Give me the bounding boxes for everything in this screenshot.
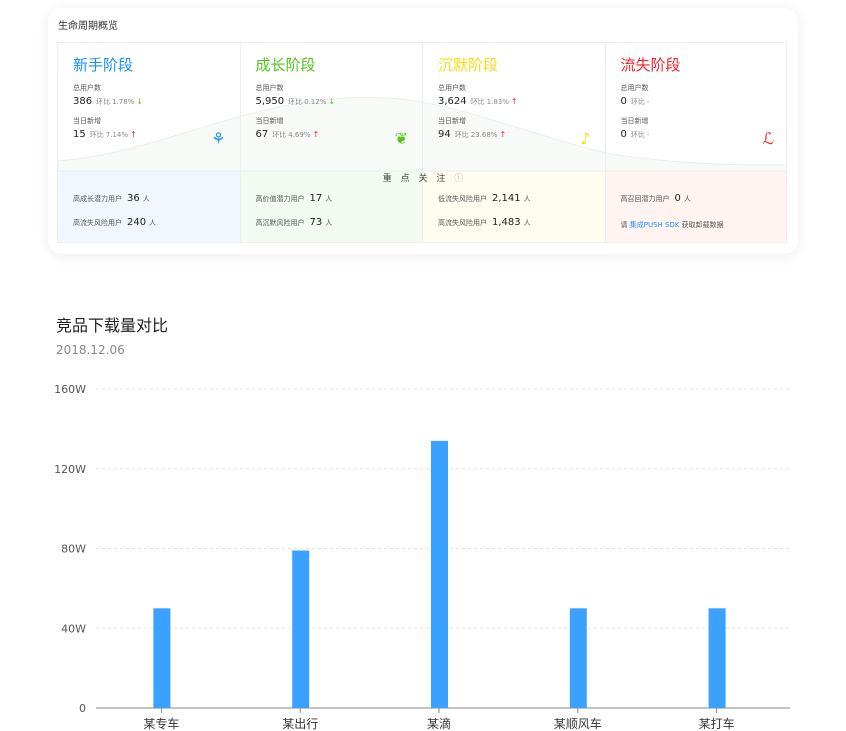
total-users-label: 总用户数: [73, 84, 101, 92]
y-tick-label: 160W: [54, 383, 86, 396]
y-tick-label: 0: [79, 702, 86, 715]
info-icon[interactable]: ⓘ: [454, 174, 464, 184]
new-users-label: 当日新增: [620, 117, 649, 125]
stage-column: 沉默阶段 总用户数 3,624 环比 1.83% ↑ 当日新增 94 环比 23.68% ↑…: [423, 43, 606, 242]
arrow-down-icon: ↓: [136, 97, 144, 106]
focus-row: 高沉默风险用户 73 人: [255, 217, 333, 228]
integrate-sdk-link[interactable]: 集成PUSH SDK: [629, 221, 680, 229]
focus-row: 高成长潜力用户 36 人: [73, 193, 150, 204]
lifecycle-overview-card: 生命周期概览 新手阶段 总用户数 386 环比 1.78% ↓ 当日新增 15 环比 7.…: [48, 8, 798, 254]
focus-row: 高价值潜力用户 17 人: [255, 193, 333, 204]
y-tick-label: 120W: [54, 463, 86, 476]
arrow-up-icon: ↑: [312, 130, 320, 139]
new-users-label: 当日新增: [438, 117, 466, 125]
x-tick-label: 某出行: [282, 717, 318, 731]
total-users: 386 环比 1.78% ↓: [73, 96, 144, 107]
new-users: 94 环比 23.68% ↑: [438, 129, 507, 140]
bar[interactable]: [708, 608, 726, 708]
x-tick-label: 某滴: [427, 716, 451, 731]
focus-label[interactable]: 重 点 关 注 ⓘ: [382, 174, 464, 184]
focus-row: 高召回潜力用户 0 人: [620, 193, 691, 204]
y-tick-label: 80W: [61, 543, 86, 556]
y-tick-label: 40W: [61, 622, 86, 635]
stage-column: 成长阶段 总用户数 5,950 环比 0.12% ↓ 当日新增 67 环比 4.69% ↑ …: [241, 43, 423, 242]
dead-plant-icon: ℒ: [762, 129, 774, 148]
x-tick-label: 某顺风车: [554, 716, 602, 731]
bar[interactable]: [569, 608, 587, 708]
total-users: 3,624 环比 1.83% ↑: [438, 96, 518, 107]
focus-row: 高流失风险用户 1,483 人: [438, 217, 531, 228]
card-title: 生命周期概览: [58, 21, 118, 32]
total-users: 0 环比 -: [620, 96, 650, 107]
new-users-label: 当日新增: [73, 117, 101, 125]
arrow-up-icon: ↑: [499, 130, 507, 139]
new-users: 0 环比 -: [620, 129, 650, 140]
chart-subtitle: 2018.12.06: [56, 343, 125, 357]
focus-row: 低流失风险用户 2,141 人: [438, 193, 531, 204]
stage-name: 流失阶段: [620, 56, 681, 74]
bar-chart: 0 40W 80W 120W 160W 某专车 某出行 某滴 某顺风车 某打车: [54, 383, 790, 731]
sprout-icon: ⚘: [211, 129, 226, 148]
stage-column: 新手阶段 总用户数 386 环比 1.78% ↓ 当日新增 15 环比 7.14% ↑ ⚘ 高…: [58, 43, 241, 242]
arrow-up-icon: ↑: [129, 130, 137, 139]
sdk-hint: 请 集成PUSH SDK 获取卸载数据: [620, 221, 724, 229]
x-tick-label: 某打车: [699, 716, 735, 731]
arrow-up-icon: ↑: [510, 97, 518, 106]
bar[interactable]: [292, 550, 310, 708]
bar[interactable]: [431, 440, 448, 708]
total-users-label: 总用户数: [255, 84, 284, 92]
stage-name: 成长阶段: [255, 56, 316, 74]
arrow-down-icon: ↓: [328, 97, 336, 106]
stage-name: 新手阶段: [73, 56, 134, 74]
plant-icon: ❦: [394, 129, 408, 148]
total-users: 5,950 环比 0.12% ↓: [255, 96, 336, 107]
new-users: 15 环比 7.14% ↑: [73, 129, 137, 140]
new-users-label: 当日新增: [255, 117, 284, 125]
wilting-plant-icon: ♪: [580, 129, 591, 148]
stage-name: 沉默阶段: [438, 56, 499, 74]
x-tick-label: 某专车: [143, 716, 179, 731]
bar[interactable]: [153, 608, 171, 708]
total-users-label: 总用户数: [438, 84, 466, 92]
stage-column: 流失阶段 总用户数 0 环比 - 当日新增 0 环比 - ℒ 高召回潜力用户 0 人请 集成P…: [606, 43, 787, 242]
stage-grid: 新手阶段 总用户数 386 环比 1.78% ↓ 当日新增 15 环比 7.14% ↑ ⚘ 高…: [57, 42, 787, 243]
new-users: 67 环比 4.69% ↑: [255, 129, 320, 140]
chart-title: 竞品下载量对比: [56, 316, 169, 335]
total-users-label: 总用户数: [620, 84, 649, 92]
focus-row: 高流失风险用户 240 人: [73, 217, 157, 228]
